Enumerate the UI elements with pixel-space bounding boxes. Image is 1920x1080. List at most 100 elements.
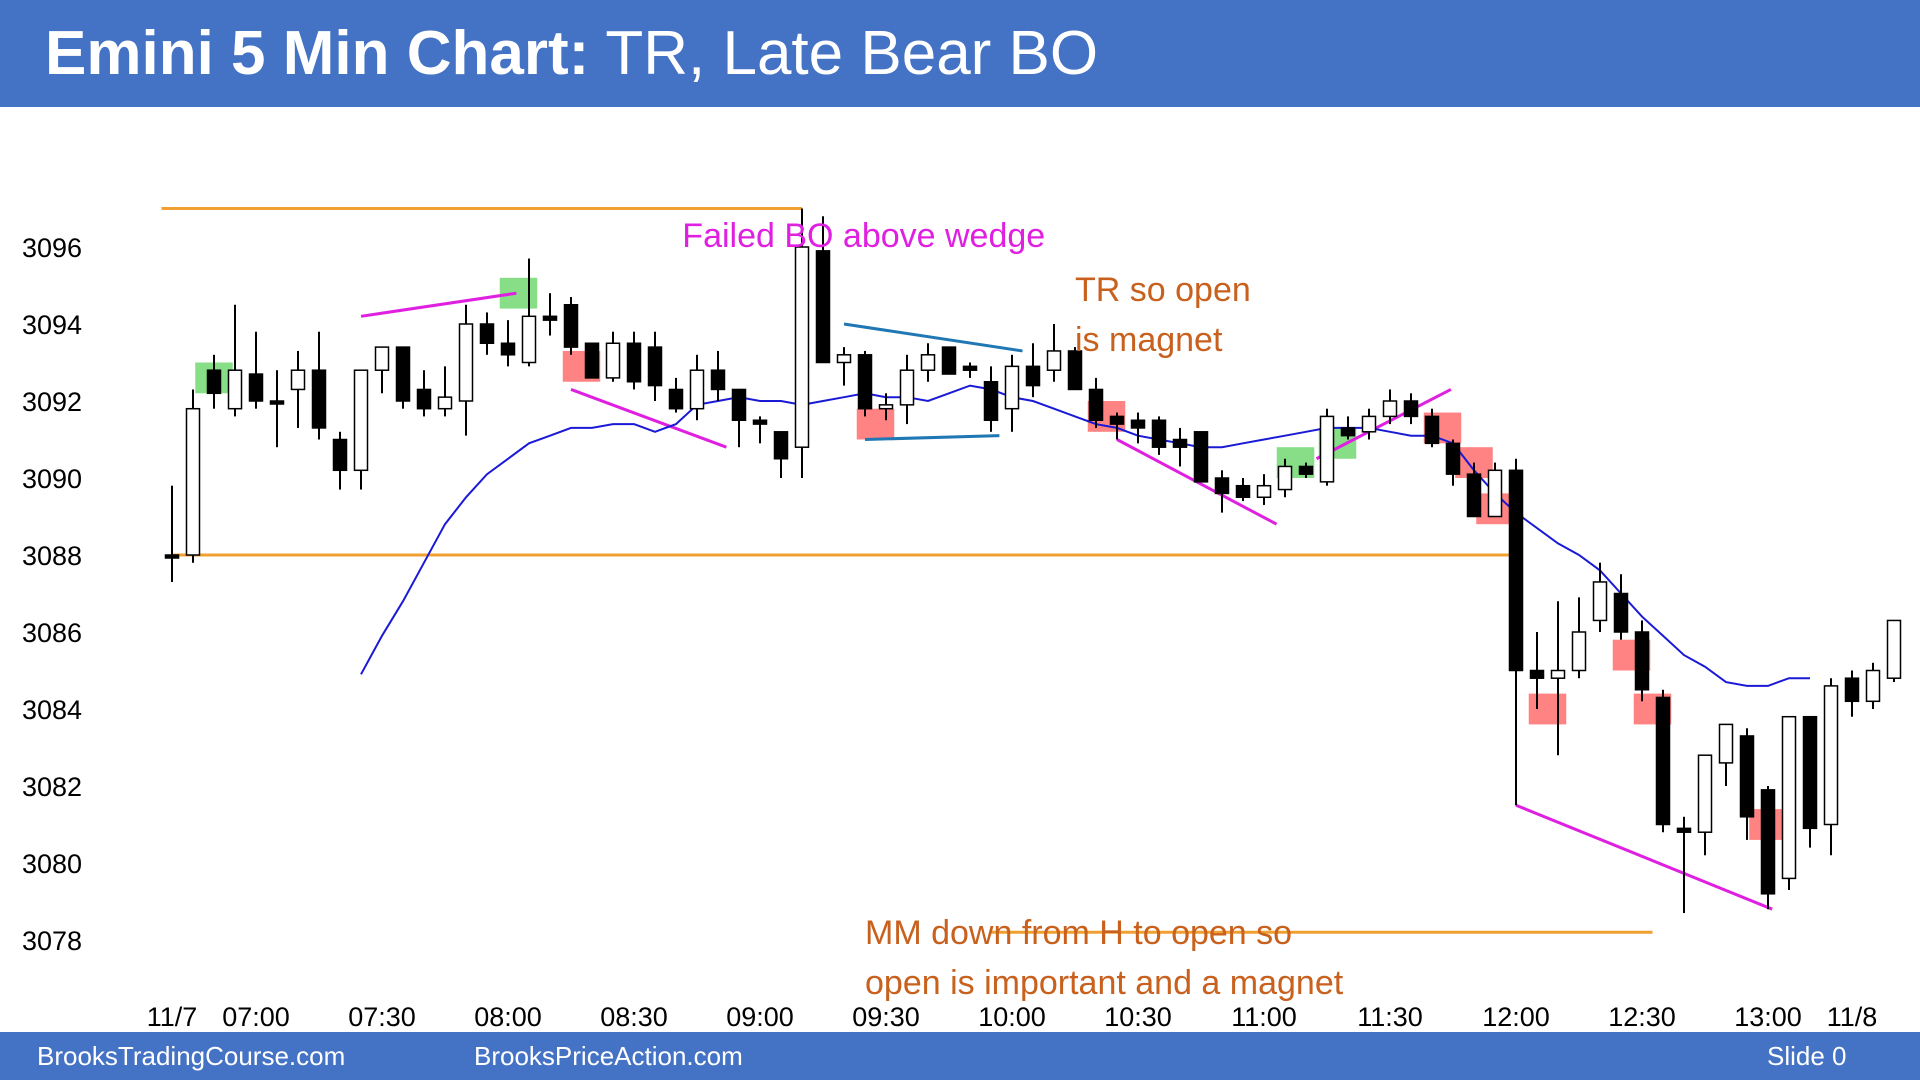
candle-26 (710, 350, 726, 401)
candle-72 (1676, 816, 1692, 914)
candle-body (1592, 581, 1608, 622)
candle-body (1886, 619, 1902, 679)
candle-68 (1592, 562, 1608, 632)
candle-body (1571, 631, 1587, 672)
candle-body (1130, 419, 1146, 429)
candle-24 (668, 377, 684, 413)
candle-body (164, 554, 180, 559)
candle-8 (332, 431, 348, 490)
trend-line-magenta-0 (360, 291, 517, 318)
candle-10 (374, 346, 390, 394)
y-tick-label: 3094 (22, 310, 82, 340)
candle-41 (1025, 343, 1041, 398)
candle-16 (500, 320, 516, 367)
candle-1 (185, 389, 201, 563)
candle-body (395, 346, 411, 402)
y-tick-label: 3086 (22, 618, 82, 648)
highlight-box-bear-3 (856, 408, 895, 440)
candle-body (479, 323, 495, 344)
candle-74 (1718, 723, 1734, 786)
candle-42 (1046, 324, 1062, 382)
candle-44 (1088, 377, 1104, 428)
candle-body (1193, 431, 1209, 483)
y-tick-label: 3096 (22, 233, 82, 263)
trend-line-teal-6 (864, 434, 1000, 441)
candle-52 (1256, 474, 1272, 505)
candle-59 (1403, 393, 1419, 425)
candle-body (269, 400, 285, 405)
candle-29 (773, 431, 789, 478)
footer-left-text: BrooksTradingCourse.com (37, 1041, 346, 1071)
candle-0 (164, 485, 180, 582)
candle-body (1760, 789, 1776, 895)
candle-51 (1235, 478, 1251, 502)
candle-body (1466, 473, 1482, 518)
x-tick-label: 07:00 (222, 1002, 290, 1032)
candle-53 (1277, 458, 1293, 498)
trend-line-magenta-3 (1315, 388, 1452, 461)
candle-body (773, 431, 789, 460)
x-tick-label: 11/7 (147, 1002, 198, 1032)
candle-33 (857, 350, 873, 417)
candle-9 (353, 369, 369, 490)
x-tick-label: 07:30 (348, 1002, 416, 1032)
candle-body (689, 369, 705, 410)
candle-body (542, 315, 558, 321)
candle-47 (1151, 416, 1167, 455)
candle-body (227, 369, 243, 410)
candle-body (1487, 469, 1503, 518)
candle-38 (962, 362, 978, 378)
candle-body (185, 407, 201, 556)
candle-22 (626, 331, 642, 390)
candle-body (836, 354, 852, 364)
candle-64 (1508, 458, 1524, 806)
candle-6 (290, 350, 306, 428)
candle-25 (689, 354, 705, 421)
candle-body (1298, 465, 1314, 475)
x-tick-label: 11:00 (1231, 1002, 1297, 1032)
candle-77 (1781, 715, 1797, 890)
y-tick-label: 3092 (22, 387, 82, 417)
candle-body (1676, 827, 1692, 833)
candle-body (1613, 592, 1629, 633)
x-tick-label: 12:30 (1608, 1002, 1676, 1032)
footer-middle-text: BrooksPriceAction.com (474, 1041, 743, 1071)
candle-body (290, 369, 306, 391)
candle-36 (920, 343, 936, 382)
page-title: Emini 5 Min Chart: TR, Late Bear BO (45, 18, 1098, 90)
candle-body (647, 346, 663, 387)
y-tick-label: 3088 (22, 541, 82, 571)
candle-body (353, 369, 369, 472)
x-tick-label: 12:00 (1482, 1002, 1550, 1032)
x-tick-label: 10:00 (978, 1002, 1046, 1032)
candle-body (311, 369, 327, 429)
candle-43 (1067, 347, 1083, 391)
annotation-text: TR so open (1075, 271, 1251, 309)
candle-34 (878, 393, 894, 421)
candle-body (962, 365, 978, 371)
trend-line-magenta-4 (1515, 803, 1773, 911)
candle-67 (1571, 597, 1587, 679)
candle-body (1109, 415, 1125, 425)
candle-body (626, 342, 642, 383)
candle-2 (206, 354, 222, 409)
candle-57 (1361, 408, 1377, 440)
title-rest: TR, Late Bear BO (589, 19, 1099, 88)
x-tick-label: 10:30 (1104, 1002, 1172, 1032)
candle-body (878, 404, 894, 410)
candle-49 (1193, 431, 1209, 483)
candle-50 (1214, 470, 1230, 513)
annotation-text: MM down from H to open so (865, 914, 1292, 952)
candle-66 (1550, 601, 1566, 756)
candle-body (794, 246, 810, 448)
candle-13 (437, 366, 453, 417)
footer-banner: BrooksTradingCourse.com BrooksPriceActio… (0, 1032, 1920, 1080)
candle-27 (731, 388, 747, 448)
candle-63 (1487, 462, 1503, 518)
candle-body (1529, 669, 1545, 679)
candle-48 (1172, 427, 1188, 467)
candle-28 (752, 416, 768, 444)
ema-line (360, 384, 1810, 687)
annotation-text: Failed BO above wedge (682, 217, 1045, 255)
candle-body (1151, 419, 1167, 448)
